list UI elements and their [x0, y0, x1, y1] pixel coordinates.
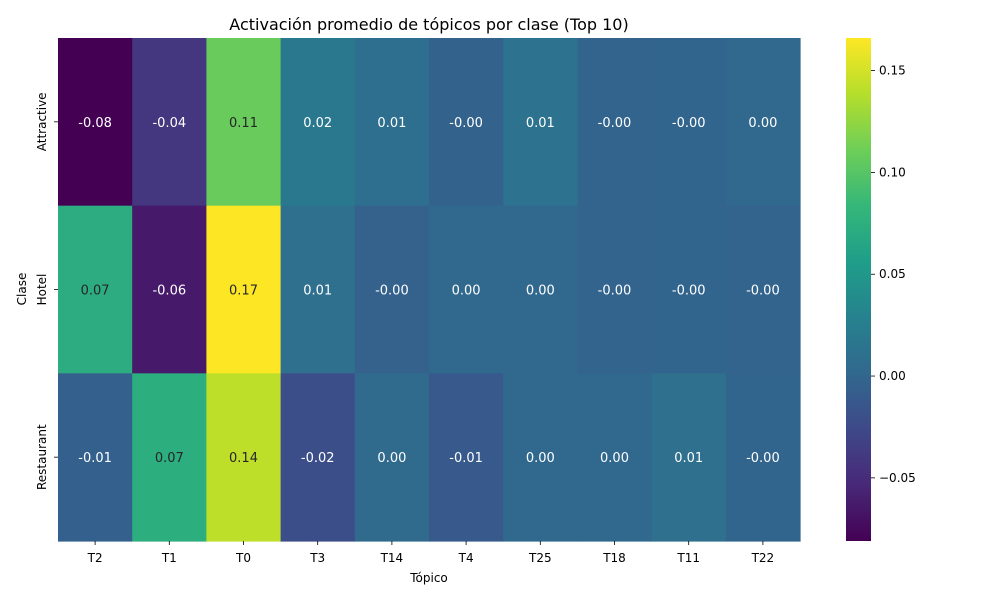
y-tick-label: Restaurant [35, 424, 49, 490]
cell-value-label: 0.01 [526, 116, 555, 131]
x-tick-label: T0 [235, 551, 251, 565]
cell-value-label: -0.00 [375, 284, 409, 299]
heatmap-cell [725, 373, 801, 542]
cell-value-label: -0.08 [78, 116, 112, 131]
y-tick-label: Hotel [35, 274, 49, 306]
cell-value-label: 0.00 [526, 284, 555, 299]
y-axis-label: Clase [15, 273, 29, 306]
cell-value-label: 0.00 [377, 451, 406, 466]
cell-value-label: 0.01 [303, 284, 332, 299]
heatmap-cell [132, 205, 207, 374]
heatmap-cell [132, 373, 207, 542]
x-tick-label: T18 [602, 551, 626, 565]
x-tick-label: T4 [458, 551, 474, 565]
cell-value-label: -0.04 [152, 116, 186, 131]
heatmap-cell [429, 205, 504, 374]
heatmap-cell [429, 373, 504, 542]
cell-value-label: 0.01 [674, 451, 703, 466]
heatmap-cell [58, 205, 133, 374]
heatmap-cell [354, 205, 430, 374]
heatmap-cell [577, 205, 653, 374]
heatmap-cell [206, 373, 282, 542]
colorbar-tick-label: 0.10 [879, 165, 906, 179]
x-axis-ticks: T2 T1 T0 T3 T14 T4 T25 T18 T11 T22 [87, 541, 775, 565]
heatmap-cell [280, 373, 356, 542]
cell-value-label: 0.07 [81, 284, 110, 299]
colorbar-tick-label: 0.15 [879, 64, 906, 78]
heatmap-cell [651, 38, 727, 207]
cell-value-label: 0.17 [229, 284, 258, 299]
cell-value-label: 0.01 [377, 116, 406, 131]
x-tick-label: T1 [161, 551, 177, 565]
cell-value-label: -0.00 [746, 284, 780, 299]
cell-value-label: -0.01 [78, 451, 112, 466]
cell-value-label: 0.00 [600, 451, 629, 466]
colorbar-tick-label: 0.05 [879, 267, 906, 281]
colorbar [846, 38, 871, 541]
heatmap-cell [503, 38, 578, 207]
heatmap-cell [58, 373, 133, 542]
heatmap-cell [58, 38, 133, 207]
y-tick-label: Attractive [35, 92, 49, 151]
cell-value-label: 0.11 [229, 116, 258, 131]
cell-value-label: 0.02 [303, 116, 332, 131]
heatmap-cell [206, 38, 282, 207]
heatmap-cell [577, 373, 653, 542]
cell-value-label: -0.00 [672, 116, 706, 131]
heatmap-cell [280, 205, 356, 374]
heatmap-cell [577, 38, 653, 207]
x-tick-label: T3 [309, 551, 325, 565]
heatmap-cells: -0.08 -0.04 0.11 0.02 0.01 -0.00 0.01 -0.00 -0.0… [58, 38, 801, 542]
cell-value-label: 0.14 [229, 451, 258, 466]
cell-value-label: -0.00 [449, 116, 483, 131]
heatmap-cell [132, 38, 207, 207]
cell-value-label: 0.00 [526, 451, 555, 466]
colorbar-ticks: −0.05 0.00 0.05 0.10 0.15 [871, 64, 916, 485]
heatmap-cell [725, 38, 801, 207]
x-axis-label: Tópico [409, 571, 448, 585]
x-tick-label: T14 [380, 551, 404, 565]
heatmap-cell [503, 205, 578, 374]
heatmap-cell [429, 38, 504, 207]
heatmap-cell [206, 205, 282, 374]
x-tick-label: T11 [676, 551, 700, 565]
heatmap-cell [354, 373, 430, 542]
cell-value-label: 0.07 [155, 451, 184, 466]
colorbar-tick-label: −0.05 [879, 471, 916, 485]
x-tick-label: T2 [87, 551, 103, 565]
cell-value-label: -0.01 [449, 451, 483, 466]
heatmap-cell [651, 373, 727, 542]
cell-value-label: -0.02 [301, 451, 335, 466]
cell-value-label: -0.00 [598, 116, 632, 131]
heatmap-cell [280, 38, 356, 207]
x-tick-label: T25 [528, 551, 552, 565]
heatmap-cell [725, 205, 801, 374]
cell-value-label: 0.00 [748, 116, 777, 131]
cell-value-label: -0.00 [672, 284, 706, 299]
colorbar-tick-label: 0.00 [879, 369, 906, 383]
cell-value-label: -0.00 [598, 284, 632, 299]
y-axis-ticks: Attractive Hotel Restaurant [35, 92, 58, 490]
heatmap-cell [651, 205, 727, 374]
x-tick-label: T22 [751, 551, 775, 565]
cell-value-label: -0.00 [746, 451, 780, 466]
cell-value-label: -0.06 [152, 284, 186, 299]
heatmap-cell [503, 373, 578, 542]
heatmap-cell [354, 38, 430, 207]
chart-title: Activación promedio de tópicos por clase… [229, 15, 628, 34]
cell-value-label: 0.00 [452, 284, 481, 299]
